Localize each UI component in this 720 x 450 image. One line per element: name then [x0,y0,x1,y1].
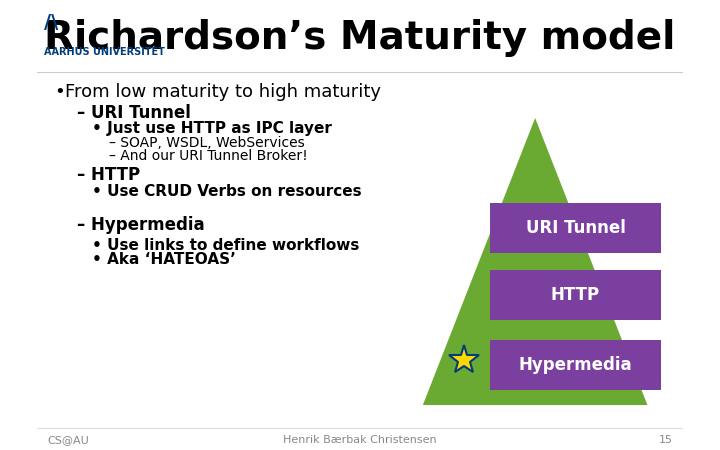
Text: HTTP: HTTP [551,286,600,304]
Text: From low maturity to high maturity: From low maturity to high maturity [66,83,382,101]
FancyBboxPatch shape [490,203,661,253]
Text: Hypermedia: Hypermedia [518,356,632,374]
FancyBboxPatch shape [490,270,661,320]
Text: – And our URI Tunnel Broker!: – And our URI Tunnel Broker! [109,149,307,163]
Text: • Use links to define workflows: • Use links to define workflows [92,238,360,252]
Text: • Just use HTTP as IPC layer: • Just use HTTP as IPC layer [92,122,332,136]
Text: • Aka ‘HATEOAS’: • Aka ‘HATEOAS’ [92,252,236,267]
Text: Richardson’s Maturity model: Richardson’s Maturity model [45,19,675,57]
Text: AARHUS UNIVERSITET: AARHUS UNIVERSITET [44,47,165,57]
Text: – URI Tunnel: – URI Tunnel [77,104,191,122]
Text: 15: 15 [659,435,672,445]
Text: CS@AU: CS@AU [48,435,89,445]
Text: URI Tunnel: URI Tunnel [526,219,626,237]
FancyBboxPatch shape [490,340,661,390]
Text: • Use CRUD Verbs on resources: • Use CRUD Verbs on resources [92,184,362,198]
Text: •: • [55,83,66,101]
Text: Henrik Bærbak Christensen: Henrik Bærbak Christensen [283,435,437,445]
Text: – Hypermedia: – Hypermedia [77,216,204,234]
Text: – HTTP: – HTTP [77,166,140,184]
Text: – SOAP, WSDL, WebServices: – SOAP, WSDL, WebServices [109,136,305,150]
Text: /\: /\ [44,13,58,32]
Polygon shape [423,118,647,405]
